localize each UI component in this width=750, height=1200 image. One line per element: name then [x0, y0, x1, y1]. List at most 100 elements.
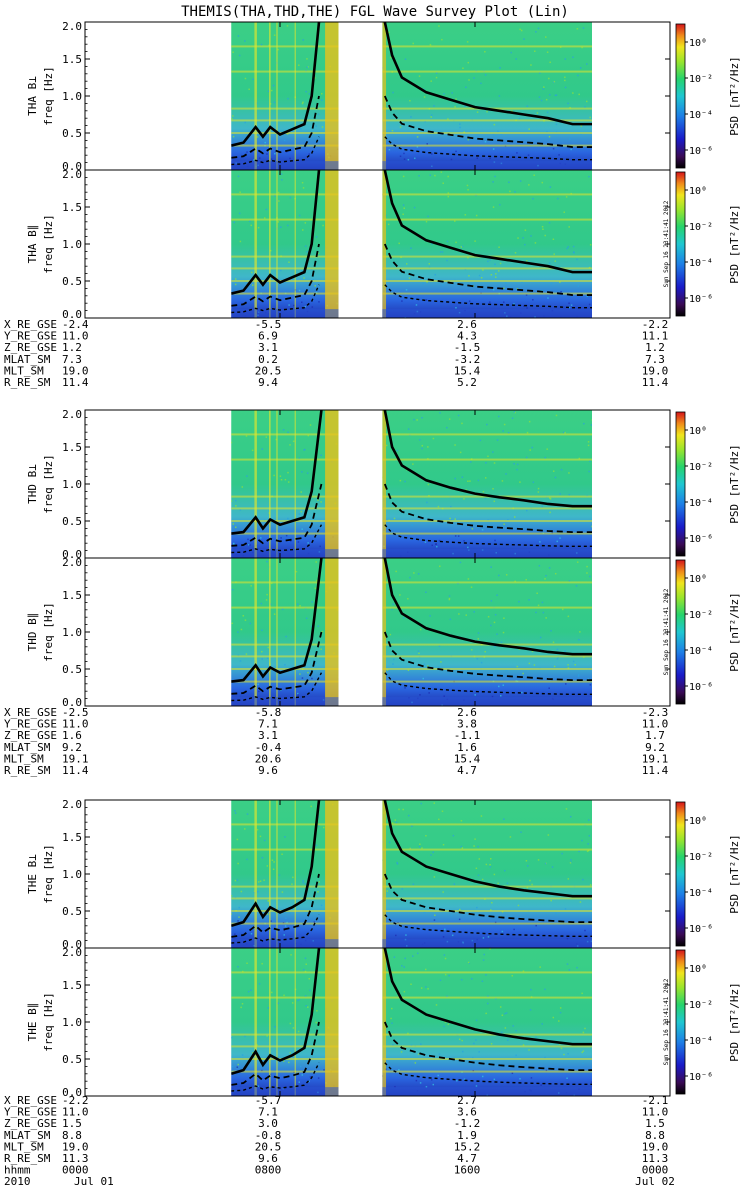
colorbar-tick-label: 10⁻⁴ [689, 646, 713, 657]
ephem-value: -3.2 [454, 353, 481, 366]
ephem-value: 11.4 [642, 376, 669, 389]
fce-curve-right [383, 558, 592, 656]
harmonic-curve-left [231, 672, 323, 702]
ephem-value: 6.9 [258, 330, 278, 343]
y-tick-label: 1.0 [62, 238, 82, 251]
creation-timestamp: Sun Sep 16 23:41:41 2012 [663, 588, 670, 675]
ephem-row-label: X_RE_GSE [4, 318, 57, 331]
ephemeris-block-the: X_RE_GSE -2.2 -5.7 2.7 -2.1Y_RE_GSE 11.0 7.1 3.… [4, 1094, 668, 1177]
ephem-value: 15.4 [454, 364, 481, 377]
colorbar-label: PSD [nT²/Hz] [728, 982, 741, 1061]
fce-curve-left [231, 948, 321, 1076]
panel-ylabel-freq: freq [Hz] [42, 602, 55, 662]
colorbar-tick-label: 10⁻² [689, 222, 713, 233]
colorbar-label: PSD [nT²/Hz] [728, 592, 741, 671]
harmonic-curve-left [231, 284, 320, 314]
ephem-row-label: Y_RE_GSE [4, 330, 57, 343]
harmonic-curve-right [383, 1021, 592, 1071]
y-tick-label: 0.5 [62, 905, 82, 918]
ephem-value: 20.5 [255, 364, 282, 377]
ephem-value: 8.8 [645, 1129, 665, 1142]
y-tick-label: 1.0 [62, 90, 82, 103]
ephem-value: 19.0 [642, 1140, 669, 1153]
fce-curve-right [383, 410, 592, 508]
ephem-value: 11.4 [642, 764, 669, 777]
colorbar-tick-label: 10⁻⁶ [689, 534, 713, 545]
ephem-value: 19.1 [62, 752, 89, 765]
fce-curve-right [383, 948, 592, 1046]
ephem-value: -2.3 [642, 706, 669, 719]
panel-ylabel: THD B⊥ [26, 464, 39, 504]
fce-curve-right [383, 170, 592, 274]
ephem-value: 7.1 [258, 1106, 278, 1119]
ephem-row-label: hhmm [4, 1164, 31, 1177]
harmonic-curve-left [231, 524, 323, 554]
ephem-row-label: X_RE_GSE [4, 706, 57, 719]
y-tick-label: 1.5 [62, 441, 82, 454]
ephem-value: 19.0 [62, 1140, 89, 1153]
ephem-value: 19.0 [62, 364, 89, 377]
panel-ylabel-freq: freq [Hz] [42, 454, 55, 514]
harmonic-curve-right [384, 914, 592, 938]
colorbar-label: PSD [nT²/Hz] [728, 204, 741, 283]
colorbar-tick-label: 10⁻⁶ [689, 1072, 713, 1083]
colorbar-tick-label: 10⁻² [689, 1000, 713, 1011]
ephem-row-label: MLAT_SM [4, 741, 51, 754]
ephem-row-label: Z_RE_GSE [4, 729, 57, 742]
figure-title: THEMIS(THA,THD,THE) FGL Wave Survey Plot… [181, 4, 569, 20]
colorbar-tick-label: 10⁻² [689, 852, 713, 863]
ephem-value: 3.8 [457, 718, 477, 731]
ephem-value: 11.3 [62, 1152, 89, 1165]
y-tick-label: 1.5 [62, 53, 82, 66]
fce-curve-left [231, 558, 323, 683]
y-tick-label: 1.0 [62, 478, 82, 491]
fce-curve-right [383, 800, 592, 898]
y-tick-label: 2.0 [62, 556, 82, 569]
ephem-value: -1.2 [454, 1117, 481, 1130]
panel-ylabel: THA B∥ [26, 225, 39, 264]
fce-curve-right [383, 22, 592, 126]
colorbar-label: PSD [nT²/Hz] [728, 444, 741, 523]
ephem-value: 11.0 [642, 1106, 669, 1119]
harmonic-curve-left [231, 873, 320, 938]
ephem-value: 1.2 [645, 341, 665, 354]
ephem-value: 0000 [62, 1164, 89, 1177]
creation-timestamp: Sun Sep 16 23:41:41 2012 [663, 978, 670, 1065]
y-tick-label: 1.5 [62, 831, 82, 844]
colorbar-label: PSD [nT²/Hz] [728, 56, 741, 135]
spectrogram-image [231, 558, 592, 706]
panel-ylabel: THE B⊥ [26, 854, 39, 894]
ephem-value: 0800 [255, 1164, 282, 1177]
fce-curve-left [231, 410, 323, 535]
ephem-value: 1.6 [457, 741, 477, 754]
ephem-value: -5.8 [255, 706, 282, 719]
spectrogram-panel-6: 0.0 0.5 1.0 1.5 2.0 THE B∥ freq [Hz] 10⁰ 10⁻² 10⁻… [26, 946, 741, 1099]
colorbar-tick-label: 10⁻² [689, 74, 713, 85]
y-tick-label: 2.0 [62, 168, 82, 181]
ephem-value: 3.0 [258, 1117, 278, 1130]
ephem-value: 0000 [642, 1164, 669, 1177]
ephem-value: 19.0 [642, 364, 669, 377]
panel-ylabel-freq: freq [Hz] [42, 992, 55, 1052]
ephem-row-label: Y_RE_GSE [4, 1106, 57, 1119]
y-tick-label: 0.0 [62, 548, 82, 561]
fce-curve-left [231, 800, 321, 928]
colorbar-tick-label: 10⁻² [689, 610, 713, 621]
ephem-value: 7.1 [258, 718, 278, 731]
ephem-value: -5.7 [255, 1094, 282, 1107]
colorbar-tick-label: 10⁻⁶ [689, 924, 713, 935]
colorbar-tick-label: 10⁻⁴ [689, 1036, 713, 1047]
ephem-row-label: MLAT_SM [4, 1129, 51, 1142]
harmonic-curve-right [383, 95, 592, 148]
ephem-value: 4.7 [457, 1152, 477, 1165]
ephem-value: -5.5 [255, 318, 282, 331]
harmonic-curve-right [384, 1062, 592, 1086]
panel-ylabel-freq: freq [Hz] [42, 844, 55, 904]
ephem-value: 1.5 [62, 1117, 82, 1130]
ephem-value: 7.3 [62, 353, 82, 366]
ephem-value: 1.7 [645, 729, 665, 742]
ephem-value: 11.4 [62, 376, 89, 389]
colorbar-tick-label: 10⁻⁶ [689, 682, 713, 693]
y-tick-label: 0.0 [62, 160, 82, 173]
